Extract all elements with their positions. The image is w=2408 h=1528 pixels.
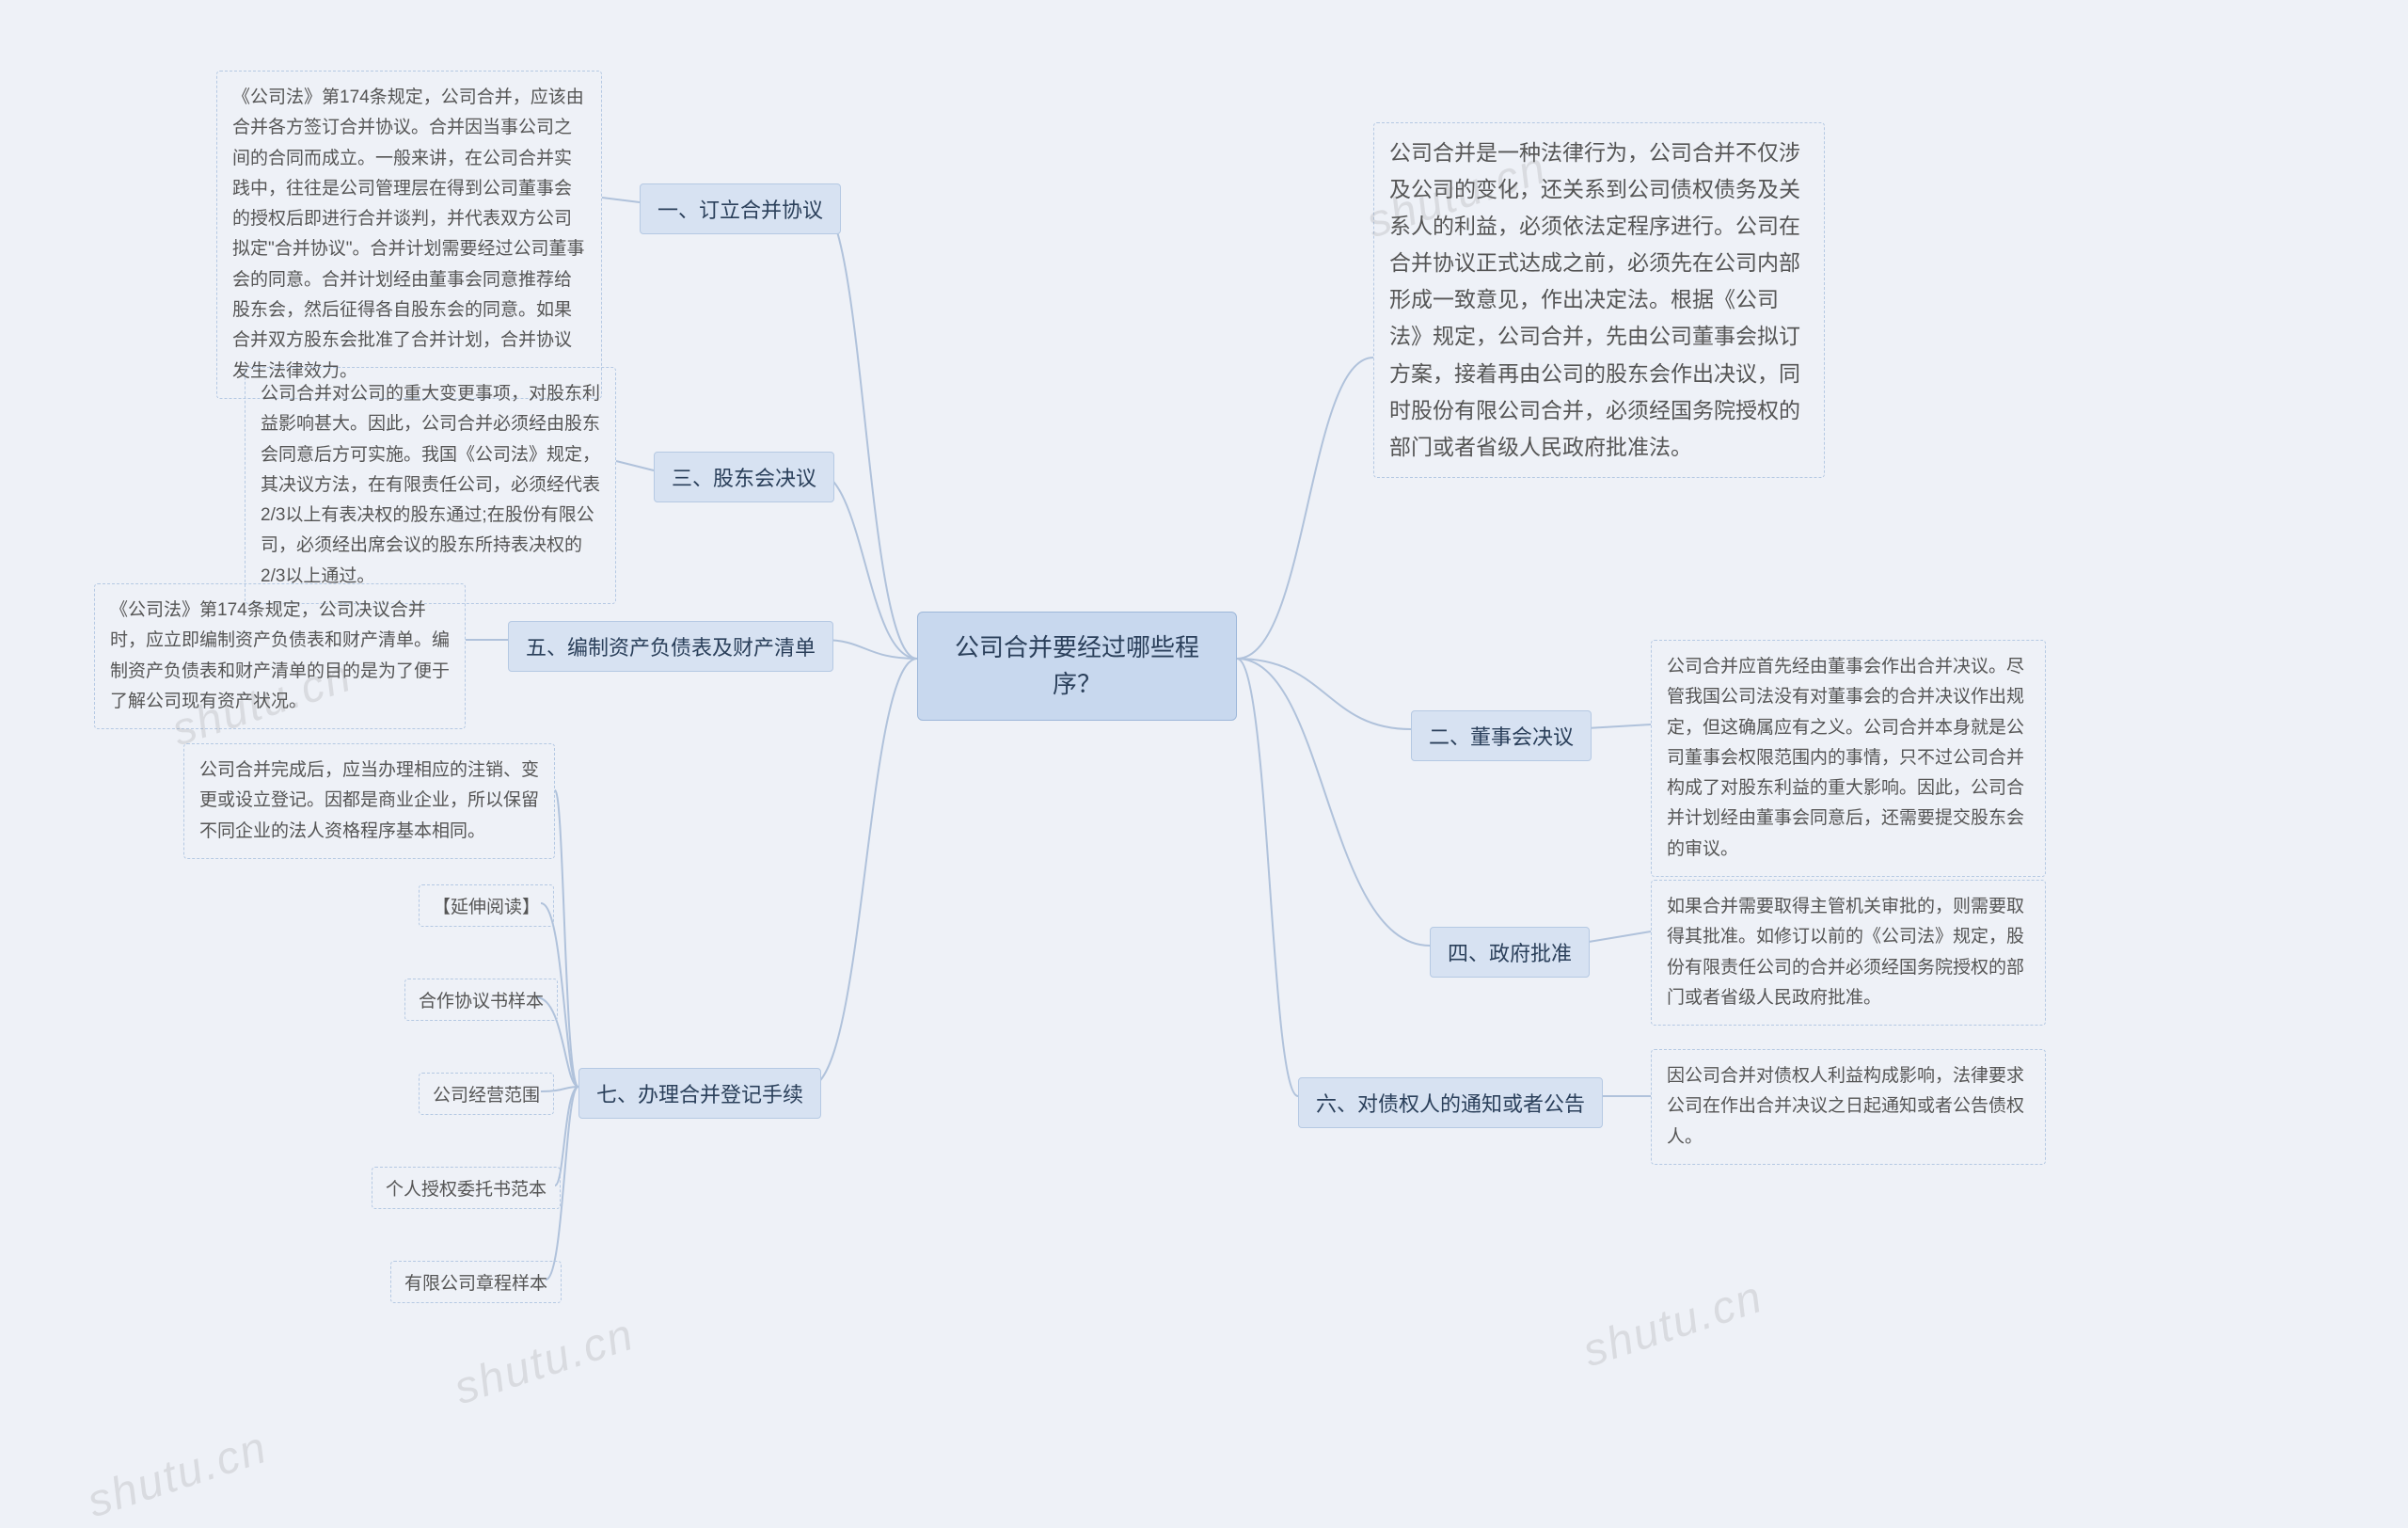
branch-b2: 二、董事会决议: [1411, 710, 1592, 761]
branch-b3: 三、股东会决议: [654, 452, 834, 502]
leaf-b6: 因公司合并对债权人利益构成影响，法律要求公司在作出合并决议之日起通知或者公告债权…: [1651, 1049, 2046, 1165]
branch-b1: 一、订立合并协议: [640, 183, 841, 234]
center-node: 公司合并要经过哪些程序？: [917, 612, 1237, 721]
branch-b4: 四、政府批准: [1430, 927, 1590, 978]
branch-b5: 五、编制资产负债表及财产清单: [508, 621, 833, 672]
leaf-b2: 公司合并应首先经由董事会作出合并决议。尽管我国公司法没有对董事会的合并决议作出规…: [1651, 640, 2046, 877]
sublink-b7-2: 公司经营范围: [419, 1073, 554, 1115]
leaf-b3: 公司合并对公司的重大变更事项，对股东利益影响甚大。因此，公司合并必须经由股东会同…: [245, 367, 616, 604]
intro-content: 公司合并是一种法律行为，公司合并不仅涉及公司的变化，还关系到公司债权债务及关系人…: [1389, 140, 1800, 459]
intro-text: 公司合并是一种法律行为，公司合并不仅涉及公司的变化，还关系到公司债权债务及关系人…: [1373, 122, 1825, 478]
leaf-b5: 《公司法》第174条规定，公司决议合并时，应立即编制资产负债表和财产清单。编制资…: [94, 583, 466, 729]
sublink-b7-4: 有限公司章程样本: [390, 1261, 562, 1303]
center-title: 公司合并要经过哪些程序？: [955, 633, 1199, 698]
sublink-b7-0: 【延伸阅读】: [419, 884, 554, 927]
branch-b7: 七、办理合并登记手续: [578, 1068, 821, 1119]
leaf-b4: 如果合并需要取得主管机关审批的，则需要取得其批准。如修订以前的《公司法》规定，股…: [1651, 880, 2046, 1026]
sublink-b7-3: 个人授权委托书范本: [372, 1167, 561, 1209]
leaf-b1: 《公司法》第174条规定，公司合并，应该由合并各方签订合并协议。合并因当事公司之…: [216, 71, 602, 399]
branch-b6: 六、对债权人的通知或者公告: [1298, 1077, 1603, 1128]
sublink-b7-1: 合作协议书样本: [404, 979, 558, 1021]
leaf-b7: 公司合并完成后，应当办理相应的注销、变更或设立登记。因都是商业企业，所以保留不同…: [183, 743, 555, 859]
